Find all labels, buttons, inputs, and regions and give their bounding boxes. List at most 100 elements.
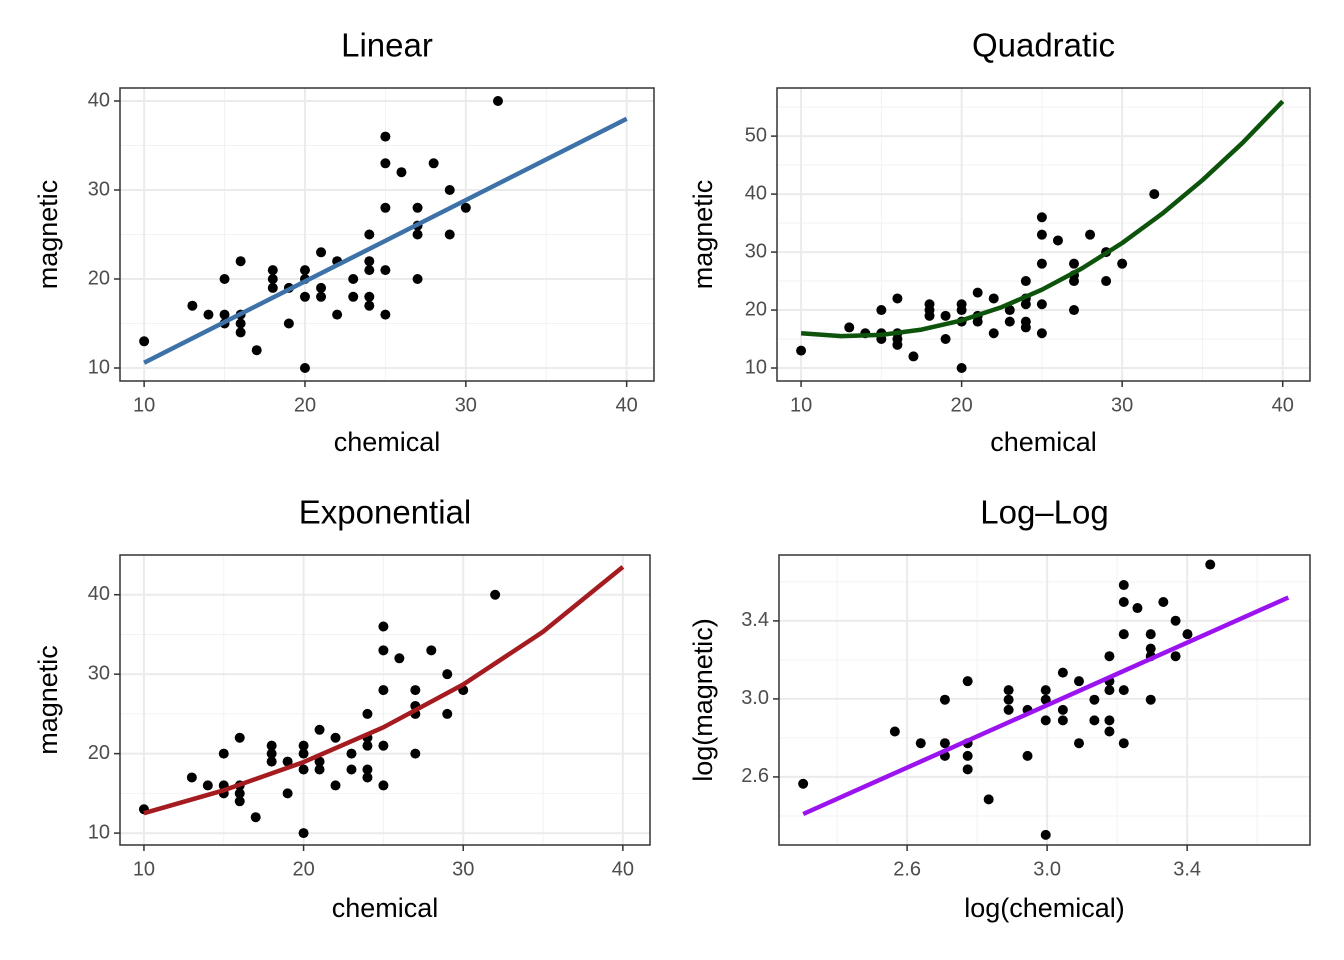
- point: [378, 740, 389, 751]
- point: [410, 748, 421, 759]
- point: [314, 724, 325, 735]
- point: [380, 265, 391, 276]
- point: [844, 322, 855, 333]
- point: [218, 748, 229, 759]
- point: [1022, 750, 1033, 761]
- point: [1118, 738, 1129, 749]
- point: [1057, 667, 1068, 678]
- point: [956, 363, 967, 374]
- point: [1170, 615, 1181, 626]
- x-axis-title: chemical: [332, 893, 439, 923]
- point: [492, 95, 503, 106]
- y-tick-label: 40: [88, 583, 110, 605]
- point: [1145, 694, 1156, 705]
- point: [412, 202, 423, 213]
- point: [1057, 704, 1068, 715]
- point: [1104, 726, 1115, 737]
- point: [396, 167, 407, 178]
- panel-border: [776, 87, 1311, 382]
- y-tick-label: 20: [88, 267, 110, 289]
- point: [234, 732, 245, 743]
- point: [1085, 229, 1096, 240]
- point: [364, 265, 375, 276]
- point: [266, 748, 277, 759]
- point: [1117, 258, 1128, 269]
- point: [442, 708, 453, 719]
- point: [267, 265, 278, 276]
- point: [940, 334, 951, 345]
- point: [282, 756, 293, 767]
- point: [316, 282, 327, 293]
- panel-border: [119, 554, 651, 846]
- point: [1118, 597, 1129, 608]
- point: [139, 336, 150, 347]
- point: [1205, 559, 1216, 570]
- point: [939, 738, 950, 749]
- point: [1118, 580, 1129, 591]
- point: [250, 812, 261, 823]
- point: [203, 309, 214, 320]
- point: [1040, 715, 1051, 726]
- point: [1073, 738, 1084, 749]
- point: [348, 291, 359, 302]
- point: [889, 726, 900, 737]
- point: [378, 685, 389, 696]
- point: [330, 780, 341, 791]
- point: [1170, 651, 1181, 662]
- y-tick-label: 30: [88, 178, 110, 200]
- point: [267, 282, 278, 293]
- point: [235, 327, 246, 338]
- y-axis-title: magnetic: [688, 180, 718, 290]
- point: [394, 653, 405, 664]
- x-tick-label: 30: [1111, 394, 1133, 416]
- x-tick-label: 20: [294, 394, 316, 416]
- fit-line: [143, 565, 625, 816]
- point: [1020, 322, 1031, 333]
- point: [908, 351, 919, 362]
- chart-title: Linear: [341, 27, 433, 64]
- point: [380, 309, 391, 320]
- point: [1104, 685, 1115, 696]
- fit-line: [802, 595, 1290, 817]
- point: [362, 708, 373, 719]
- point: [1089, 715, 1100, 726]
- point: [1069, 305, 1080, 316]
- x-tick-label: 10: [133, 858, 155, 880]
- point: [267, 274, 278, 285]
- point: [798, 778, 809, 789]
- point: [892, 293, 903, 304]
- point: [962, 750, 973, 761]
- point: [314, 756, 325, 767]
- x-tick-label: 40: [1272, 394, 1294, 416]
- point: [1036, 212, 1047, 223]
- point: [187, 300, 198, 311]
- point: [1003, 694, 1014, 705]
- point: [219, 309, 230, 320]
- point: [1052, 235, 1063, 246]
- point: [219, 274, 230, 285]
- point: [444, 184, 455, 195]
- point: [299, 291, 310, 302]
- y-tick-label: 10: [745, 356, 767, 378]
- y-axis-title: magnetic: [33, 645, 63, 755]
- y-tick-label: 20: [88, 742, 110, 764]
- point: [316, 291, 327, 302]
- y-tick-label: 3.4: [741, 609, 769, 631]
- point: [412, 229, 423, 240]
- point: [314, 764, 325, 775]
- point: [1036, 299, 1047, 310]
- point: [235, 318, 246, 329]
- point: [364, 291, 375, 302]
- point: [1118, 629, 1129, 640]
- y-tick-label: 20: [745, 298, 767, 320]
- point: [1004, 305, 1015, 316]
- point: [1089, 694, 1100, 705]
- x-tick-label: 20: [950, 394, 972, 416]
- y-tick-label: 10: [88, 356, 110, 378]
- point: [299, 265, 310, 276]
- point: [1158, 597, 1169, 608]
- point: [1036, 258, 1047, 269]
- point: [988, 328, 999, 339]
- y-tick-label: 30: [745, 240, 767, 262]
- point: [490, 589, 501, 600]
